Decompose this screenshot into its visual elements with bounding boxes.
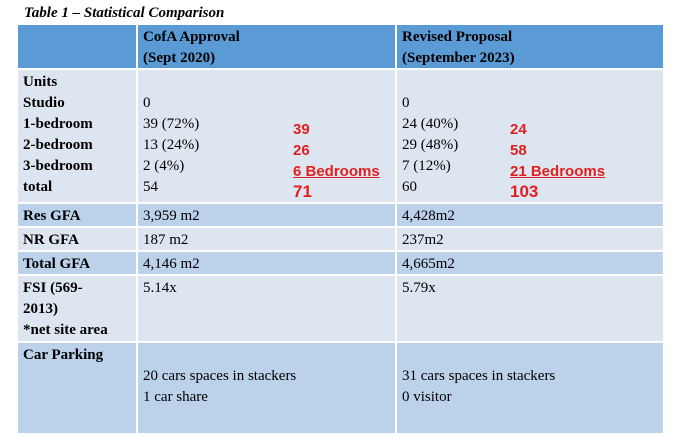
fsi-revised-value: 5.79x [397, 276, 663, 341]
revised-studio-value: 0 [402, 95, 410, 111]
three-bedroom-label: 3-bedroom [23, 158, 93, 174]
res-gfa-row: Res GFA 3,959 m2 4,428m2 [18, 204, 663, 226]
table-caption: Table 1 – Statistical Comparison [24, 5, 225, 21]
cofa-studio-value: 0 [143, 95, 151, 111]
fsi-label-line1: FSI (569- [23, 280, 83, 296]
fsi-cofa-value: 5.14x [138, 276, 395, 341]
one-bedroom-label: 1-bedroom [23, 116, 93, 132]
nr-gfa-label: NR GFA [18, 228, 136, 250]
total-label: total [23, 179, 53, 195]
revised-note-bedrooms: 21 Bedrooms [510, 163, 606, 180]
header-revised-title: Revised Proposal [402, 29, 513, 45]
res-gfa-label: Res GFA [18, 204, 136, 226]
fsi-label-line3: *net site area [23, 322, 108, 338]
fsi-label-line2: 2013) [23, 301, 58, 317]
cofa-note-one-bedroom: 39 [293, 121, 310, 138]
units-cofa-values: 0 39 (72%) 13 (24%) 2 (4%) 54 [138, 70, 395, 202]
total-gfa-cofa-value: 4,146 m2 [138, 252, 395, 274]
header-cofa-date: (Sept 2020) [143, 50, 216, 66]
revised-note-one-bedroom: 24 [510, 121, 527, 138]
revised-note-total-bedrooms: 103 [510, 182, 539, 201]
units-row: Units Studio 1-bedroom 2-bedroom 3-bedro… [18, 70, 663, 202]
studio-label: Studio [23, 95, 65, 111]
header-blank-cell [18, 25, 136, 68]
revised-one-bedroom-value: 24 (40%) [402, 116, 459, 132]
cofa-three-bedroom-value: 2 (4%) [143, 158, 185, 174]
total-gfa-row: Total GFA 4,146 m2 4,665m2 [18, 252, 663, 274]
revised-total-value: 60 [402, 179, 417, 195]
nr-gfa-row: NR GFA 187 m2 237m2 [18, 228, 663, 250]
total-gfa-label: Total GFA [18, 252, 136, 274]
car-parking-revised-line1: 31 cars spaces in stackers [402, 368, 556, 384]
car-parking-cofa: 20 cars spaces in stackers 1 car share [138, 343, 395, 433]
cofa-one-bedroom-value: 39 (72%) [143, 116, 200, 132]
two-bedroom-label: 2-bedroom [23, 137, 93, 153]
car-parking-row: Car Parking 20 cars spaces in stackers 1… [18, 343, 663, 433]
car-parking-cofa-line2: 1 car share [143, 389, 208, 405]
header-cofa-approval: CofA Approval (Sept 2020) [138, 25, 395, 68]
revised-two-bedroom-value: 29 (48%) [402, 137, 459, 153]
nr-gfa-revised-value: 237m2 [397, 228, 663, 250]
revised-note-two-bedroom: 58 [510, 142, 527, 159]
total-gfa-revised-value: 4,665m2 [397, 252, 663, 274]
cofa-note-bedrooms: 6 Bedrooms [293, 163, 380, 180]
header-cofa-title: CofA Approval [143, 29, 240, 45]
car-parking-cofa-line1: 20 cars spaces in stackers [143, 368, 297, 384]
car-parking-label: Car Parking [18, 343, 136, 433]
cofa-units-blank [143, 72, 390, 93]
fsi-row: FSI (569- 2013) *net site area 5.14x 5.7… [18, 276, 663, 341]
cofa-note-two-bedroom: 26 [293, 142, 310, 159]
car-parking-revised-line2: 0 visitor [402, 389, 452, 405]
cofa-note-total-bedrooms: 71 [293, 182, 312, 201]
res-gfa-cofa-value: 3,959 m2 [138, 204, 395, 226]
units-label: Units [23, 74, 58, 90]
cofa-total-value: 54 [143, 179, 158, 195]
nr-gfa-cofa-value: 187 m2 [138, 228, 395, 250]
header-revised-proposal: Revised Proposal (September 2023) [397, 25, 663, 68]
units-revised-values: 0 24 (40%) 29 (48%) 7 (12%) 60 [397, 70, 663, 202]
fsi-label: FSI (569- 2013) *net site area [18, 276, 136, 341]
car-parking-revised: 31 cars spaces in stackers 0 visitor [397, 343, 663, 433]
revised-three-bedroom-value: 7 (12%) [402, 158, 451, 174]
header-revised-date: (September 2023) [402, 50, 515, 66]
res-gfa-revised-value: 4,428m2 [397, 204, 663, 226]
cofa-two-bedroom-value: 13 (24%) [143, 137, 200, 153]
table-header-row: CofA Approval (Sept 2020) Revised Propos… [18, 25, 663, 68]
units-labels: Units Studio 1-bedroom 2-bedroom 3-bedro… [18, 70, 136, 202]
revised-units-blank [402, 72, 658, 93]
